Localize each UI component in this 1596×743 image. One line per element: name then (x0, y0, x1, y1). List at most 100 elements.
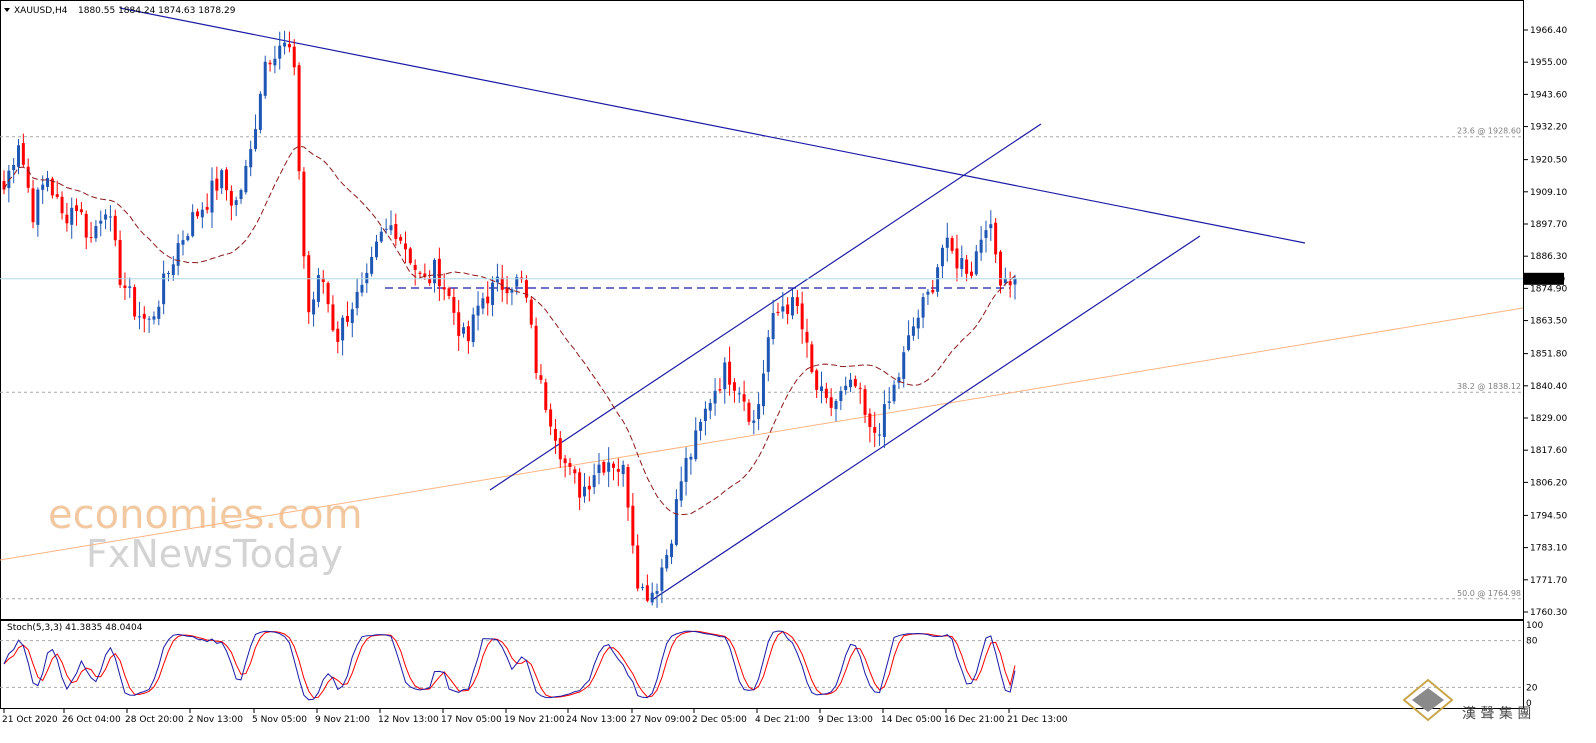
candle-body (321, 277, 325, 283)
candle-body (694, 430, 698, 460)
candle-body (75, 205, 79, 211)
price-tick-label: 1943.60 (1530, 90, 1567, 100)
price-tick-label: 1909.10 (1530, 188, 1567, 198)
candle-body (355, 291, 359, 309)
candle-body (133, 287, 137, 317)
price-tick-label: 1863.50 (1530, 317, 1567, 327)
candle-body (384, 228, 388, 230)
price-tick-label: 1897.70 (1530, 220, 1567, 230)
candle-body (481, 298, 485, 309)
candle-body (229, 190, 233, 206)
candle-body (820, 386, 824, 392)
candle-body (723, 362, 727, 390)
candle-body (839, 391, 843, 402)
candle-body (142, 313, 146, 319)
candle-body (55, 194, 59, 197)
candle-body (747, 402, 751, 422)
candle-body (578, 472, 582, 498)
candle-body (829, 397, 833, 408)
candle-body (945, 237, 949, 248)
time-tick-label: 16 Dec 21:00 (944, 715, 1005, 725)
candle-body (283, 42, 287, 47)
dropdown-icon[interactable] (4, 8, 10, 12)
candle-body (582, 486, 586, 497)
candle-body (689, 456, 693, 460)
candle-body (674, 499, 678, 545)
candle-body (418, 272, 422, 274)
candle-body (742, 394, 746, 402)
price-tick-label: 1794.50 (1530, 511, 1567, 521)
candle-body (147, 318, 151, 320)
candle-body (834, 401, 838, 410)
candle-body (587, 485, 591, 490)
candle-body (302, 171, 306, 257)
candle-body (244, 165, 248, 193)
time-tick-label: 17 Nov 05:00 (441, 715, 502, 725)
time-tick-label: 2 Dec 05:00 (692, 715, 747, 725)
candle-body (641, 587, 645, 589)
ohlc-label: 1880.55 1884.24 1874.63 1878.29 (78, 6, 236, 16)
candle-body (471, 314, 475, 343)
candle-body (544, 382, 548, 410)
candle-body (1013, 278, 1017, 285)
candle-body (278, 45, 282, 59)
candle-body (65, 214, 69, 224)
candle-body (549, 409, 553, 427)
candle-body (921, 297, 925, 318)
candlesticks (2, 30, 1017, 608)
candle-body (442, 287, 446, 290)
candle-body (926, 291, 930, 295)
fibonacci-levels: 23.6 @ 1928.60 38.2 @ 1838.12 50.0 @ 1764.… (0, 127, 1523, 600)
candle-body (326, 283, 330, 305)
stochastic-label: Stoch(5,3,3) 41.3835 48.0404 (7, 623, 143, 633)
candle-body (495, 276, 499, 283)
candle-body (50, 178, 54, 196)
candle-body (858, 387, 862, 389)
candle-body (413, 264, 417, 270)
candle-body (940, 247, 944, 267)
candle-body (457, 312, 461, 336)
candle-body (336, 328, 340, 342)
price-tick-label: 1851.80 (1530, 350, 1567, 360)
time-tick-label: 21 Oct 2020 (2, 715, 58, 725)
price-tick-label: 1932.20 (1530, 123, 1567, 133)
candle-body (234, 200, 238, 206)
candle-body (137, 316, 141, 318)
candle-body (960, 258, 964, 270)
candle-body (316, 275, 320, 302)
fib-level-label: 38.2 @ 1838.12 (1457, 382, 1521, 391)
watermark: economies.com FxNewsToday (48, 492, 363, 576)
candle-body (157, 306, 161, 319)
candle-body (350, 309, 354, 323)
candle-body (118, 239, 122, 285)
current-price-box (1524, 272, 1564, 285)
logo-text: 漢 聲 集 團 (1462, 705, 1531, 722)
candle-body (703, 408, 707, 422)
candle-body (955, 248, 959, 269)
candle-body (897, 377, 901, 383)
candle-body (403, 243, 407, 250)
candle-body (592, 475, 596, 488)
stochastic-panel: 100 80 20 0 (0, 621, 1543, 709)
candle-body (708, 403, 712, 411)
candle-body (113, 215, 117, 241)
price-axis: 1966.40 1955.00 1943.60 1932.20 1920.50 1909.… (0, 26, 1567, 618)
candle-body (254, 129, 258, 149)
stochastic-signal-line (3, 630, 1016, 699)
candle-body (36, 189, 40, 225)
candle-body (868, 413, 872, 427)
candle-body (505, 287, 509, 294)
candle-body (616, 469, 620, 472)
candle-body (191, 212, 195, 237)
time-tick-label: 12 Nov 13:00 (378, 715, 439, 725)
price-tick-label: 1829.00 (1530, 414, 1567, 424)
candle-body (273, 58, 277, 66)
candle-body (84, 213, 88, 238)
candle-body (737, 393, 741, 395)
watermark-fxnewstoday: FxNewsToday (86, 532, 343, 576)
candle-body (887, 401, 891, 403)
candle-body (292, 46, 296, 68)
candle-body (341, 317, 345, 341)
